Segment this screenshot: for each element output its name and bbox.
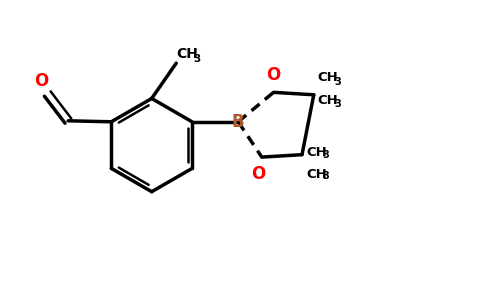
Text: 3: 3: [322, 150, 329, 160]
Text: O: O: [266, 67, 281, 85]
Text: B: B: [232, 113, 244, 131]
Text: CH: CH: [306, 146, 327, 159]
Text: CH: CH: [177, 47, 198, 61]
Text: O: O: [251, 165, 265, 183]
Text: CH: CH: [318, 71, 338, 84]
Text: CH: CH: [318, 94, 338, 107]
Text: CH: CH: [306, 168, 327, 182]
Text: 3: 3: [334, 77, 341, 87]
Text: 3: 3: [322, 171, 329, 181]
Text: 3: 3: [194, 54, 201, 64]
Text: O: O: [34, 72, 49, 90]
Text: 3: 3: [334, 99, 341, 109]
